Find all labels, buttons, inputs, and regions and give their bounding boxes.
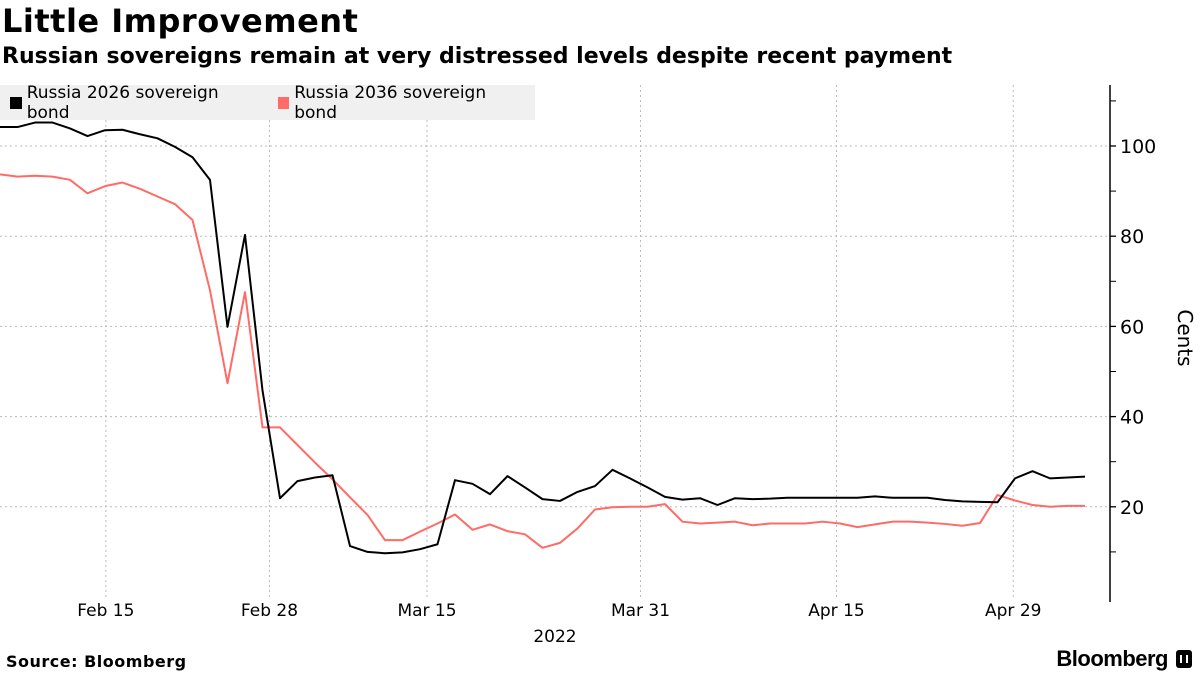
bloomberg-chart-icon xyxy=(1176,650,1192,668)
x-tick-label: Feb 15 xyxy=(77,601,134,621)
legend-label-2036: Russia 2036 sovereign bond xyxy=(294,82,487,123)
brand-text: Bloomberg xyxy=(1056,646,1168,671)
y-tick-label: 80 xyxy=(1120,226,1144,248)
x-tick-label: Feb 28 xyxy=(241,601,298,621)
x-tick-label: Mar 31 xyxy=(611,601,670,621)
chart-subtitle: Russian sovereigns remain at very distre… xyxy=(2,44,953,69)
bloomberg-logo: Bloomberg xyxy=(1056,646,1192,672)
x-tick-label: Mar 15 xyxy=(397,601,456,621)
legend-swatch-2036 xyxy=(277,96,290,109)
source-note: Source: Bloomberg xyxy=(6,652,187,671)
y-tick-label: 40 xyxy=(1120,407,1144,429)
x-axis-label: 2022 xyxy=(533,627,576,647)
y-tick-label: 20 xyxy=(1120,497,1144,519)
legend-swatch-2026 xyxy=(10,96,22,109)
y-tick-label: 60 xyxy=(1120,316,1144,338)
legend: Russia 2026 sovereign bond Russia 2036 s… xyxy=(0,82,535,123)
y-axis-label: Cents xyxy=(1173,309,1197,366)
y-tick-label: 100 xyxy=(1120,136,1156,158)
series-line-2036 xyxy=(0,173,1085,549)
legend-label-2026: Russia 2026 sovereign bond xyxy=(26,82,219,123)
legend-item-2036: Russia 2036 sovereign bond xyxy=(277,82,530,123)
series-line-2026 xyxy=(0,121,1086,555)
chart-title: Little Improvement xyxy=(2,2,359,40)
x-tick-label: Apr 29 xyxy=(985,601,1041,621)
x-tick-label: Apr 15 xyxy=(808,601,864,621)
legend-item-2026: Russia 2026 sovereign bond xyxy=(10,83,262,123)
